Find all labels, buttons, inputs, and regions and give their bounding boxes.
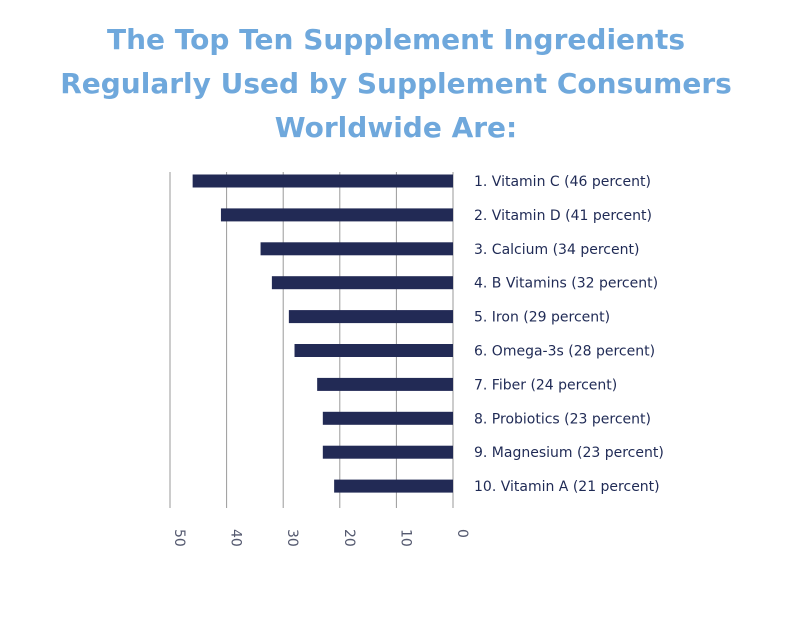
chart-title-line-2: Regularly Used by Supplement Consumers xyxy=(60,67,732,100)
category-label-1: 1. Vitamin C (46 percent) xyxy=(474,174,651,190)
x-tick-label-30: 30 xyxy=(284,529,300,547)
category-label-8: 8. Probiotics (23 percent) xyxy=(474,411,651,427)
bar-4 xyxy=(271,276,453,290)
category-label-7: 7. Fiber (24 percent) xyxy=(474,377,617,393)
x-tick-label-50: 50 xyxy=(171,529,187,547)
category-labels: 1. Vitamin C (46 percent) 2. Vitamin D (4… xyxy=(474,174,664,495)
x-tick-label-40: 40 xyxy=(228,529,244,547)
bar-10 xyxy=(334,479,453,493)
category-label-3: 3. Calcium (34 percent) xyxy=(474,242,639,258)
chart-title-line-1: The Top Ten Supplement Ingredients xyxy=(106,23,686,56)
category-label-6: 6. Omega-3s (28 percent) xyxy=(474,344,655,360)
x-tick-label-10: 10 xyxy=(397,529,413,547)
chart-title: The Top Ten Supplement Ingredients Regul… xyxy=(0,18,792,150)
category-label-5: 5. Iron (29 percent) xyxy=(474,310,610,326)
x-tick-label-20: 20 xyxy=(341,529,357,547)
chart-title-line-3: Worldwide Are: xyxy=(274,111,518,144)
bar-3 xyxy=(260,242,453,256)
x-tick-label-0: 0 xyxy=(454,529,470,538)
bar-2 xyxy=(220,208,453,222)
bar-1 xyxy=(192,174,453,188)
category-label-10: 10. Vitamin A (21 percent) xyxy=(474,479,660,495)
bar-7 xyxy=(317,377,453,391)
category-label-4: 4. B Vitamins (32 percent) xyxy=(474,276,658,292)
bar-5 xyxy=(288,310,453,324)
bar-9 xyxy=(322,445,453,459)
bar-6 xyxy=(294,344,453,357)
category-label-9: 9. Magnesium (23 percent) xyxy=(474,445,664,461)
category-label-2: 2. Vitamin D (41 percent) xyxy=(474,208,652,224)
bar-8 xyxy=(322,411,453,425)
x-axis-ticks: 50 40 30 20 10 0 xyxy=(171,529,470,547)
bars xyxy=(192,174,453,493)
